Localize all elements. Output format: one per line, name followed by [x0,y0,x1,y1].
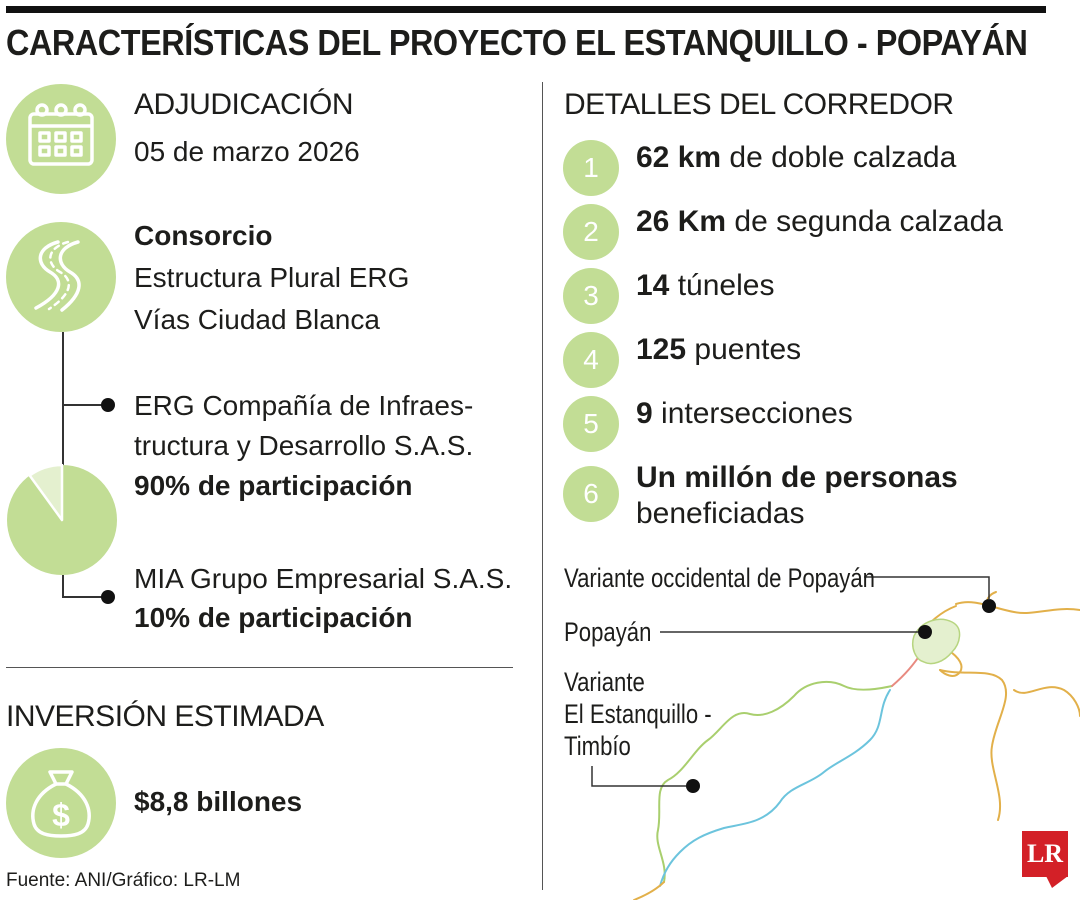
item-5-text: 9 intersecciones [636,397,853,431]
item-6-number: 6 [563,466,619,522]
calendar-icon-circle [6,84,116,194]
road-orange-south [633,881,665,900]
item-6-bold-text: Un millón de personas [636,461,958,494]
page-title: CARACTERÍSTICAS DEL PROYECTO EL ESTANQUI… [6,22,1028,63]
consorcio-line-1: Estructura Plural ERG [134,262,410,293]
leader-variante-occidental [864,576,990,600]
item-4-text: 125 puentes [636,333,801,367]
map-label-estanquillo-2: El Estanquillo - [564,699,712,729]
item-6-bold: Un millón de personas [636,461,958,495]
map-label-estanquillo-3: Timbío [564,731,631,761]
item-3-number: 3 [563,268,619,324]
member-2-line-1: MIA Grupo Empresarial S.A.S. [134,563,513,594]
calendar-icon [28,103,94,166]
item-1-bold: 62 km [636,141,722,174]
participation-pie [7,464,117,575]
pie-slice-10-percent [28,464,64,522]
item-2-bold: 26 Km [636,205,727,238]
road-orange-east [955,601,1080,614]
member-1-line-2: tructura y Desarrollo S.A.S. [134,430,474,461]
member-2-share: 10% de participación [134,602,413,633]
consorcio-line-2: Vías Ciudad Blanca [134,304,380,335]
adjudicacion-heading: ADJUDICACIÓN [134,88,354,121]
road-orange-south-east [939,669,1008,821]
top-rule [6,6,1046,13]
lr-logo: LR [1022,831,1068,877]
item-5-number: 5 [563,396,619,452]
corredor-heading: DETALLES DEL CORREDOR [564,88,954,121]
map-dot-variante-occidental [982,599,996,613]
connector-horizontal-2 [62,596,108,598]
road-orange-far-east [1013,686,1080,717]
map-label-variante-occidental: Variante occidental de Popayán [564,563,875,593]
road-blue [659,689,891,887]
map-label-estanquillo-1: Variante [564,667,645,697]
connector-horizontal-1 [62,404,108,406]
connector-dot-2 [101,590,115,604]
map-dot-estanquillo [686,779,700,793]
item-3-bold: 14 [636,269,670,302]
connector-vertical-2 [62,575,64,597]
inversion-amount: $8,8 billones [134,786,303,817]
item-5-bold: 9 [636,397,653,430]
connector-vertical [62,332,64,468]
item-3-text: 14 túneles [636,269,774,303]
item-2-number: 2 [563,204,619,260]
road-green-west [656,680,893,883]
column-divider [542,82,543,890]
member-1-share: 90% de participación [134,470,413,501]
map-label-popayan: Popayán [564,617,652,647]
item-1-number: 1 [563,140,619,196]
road-orange-link [939,649,963,677]
popayan-urban-area [912,618,961,665]
source-note: Fuente: ANI/Gráfico: LR-LM [6,870,241,891]
item-2-text: 26 Km de segunda calzada [636,205,1003,239]
item-5-rest: intersecciones [652,397,853,430]
corridor-map [591,576,1080,900]
item-4-rest: puentes [686,333,802,366]
inversion-heading: INVERSIÓN ESTIMADA [6,700,324,733]
svg-text:$: $ [52,797,70,833]
consorcio-heading: Consorcio [134,220,273,251]
road-icon-circle [6,222,116,332]
connector-dot-1 [101,398,115,412]
money-bag-icon-circle: $ [6,748,116,858]
section-divider [6,667,513,668]
item-1-text: 62 km de doble calzada [636,141,956,175]
road-icon [34,240,81,312]
leader-estanquillo [591,766,686,787]
member-1-line-1: ERG Compañía de Infraes- [134,390,474,421]
item-6-rest: beneficiadas [636,497,805,530]
map-dot-popayan [918,625,932,639]
item-3-rest: túneles [669,269,775,302]
item-4-number: 4 [563,332,619,388]
money-bag-icon: $ [31,770,91,838]
item-1-rest: de doble calzada [721,141,957,174]
item-4-bold: 125 [636,333,687,366]
adjudicacion-date: 05 de marzo 2026 [134,136,360,167]
item-2-rest: de segunda calzada [726,205,1003,238]
lr-logo-tail [1046,876,1068,888]
